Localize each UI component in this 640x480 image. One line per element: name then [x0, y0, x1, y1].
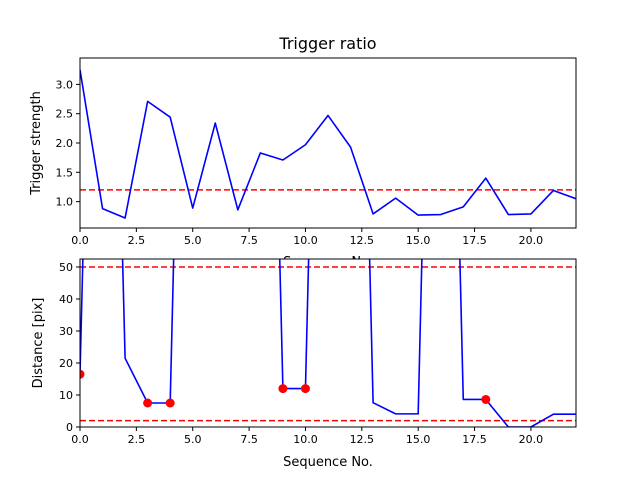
y-tick-label: 2.5 [56, 108, 74, 121]
x-tick-label: 2.5 [128, 433, 146, 446]
x-tick-label: 7.5 [240, 433, 258, 446]
axes-frame [79, 258, 577, 428]
axis-ticks: 0.0 2.5 5.0 7.5 10.0 12.5 15.0 17.5 20.0 1.0 1.5 2.… [56, 78, 544, 247]
x-tick-label: 17.5 [462, 234, 487, 247]
y-axis-label: Trigger strength [29, 91, 44, 196]
data-point-marker [143, 398, 153, 408]
data-point-marker [481, 394, 491, 404]
series-line [80, 69, 576, 219]
x-tick-label: 17.5 [462, 433, 487, 446]
panel-distance: 0.0 2.5 5.0 7.5 10.0 12.5 15.0 17.5 20.0 0 10 20 30 4… [31, 258, 577, 470]
x-tick-label: 12.5 [350, 234, 375, 247]
y-tick-label: 3.0 [56, 78, 74, 91]
y-tick-label: 40 [59, 293, 73, 306]
axes-background [80, 259, 576, 427]
x-tick-label: 10.0 [293, 234, 318, 247]
data-point-marker [80, 369, 85, 379]
axis-ticks: 0.0 2.5 5.0 7.5 10.0 12.5 15.0 17.5 20.0 0 10 20 30 4… [59, 261, 543, 446]
plot-area [80, 259, 576, 427]
y-tick-label: 1.0 [56, 196, 74, 209]
y-tick-label: 0 [66, 421, 73, 434]
x-tick-label: 5.0 [184, 234, 202, 247]
y-tick-label: 50 [59, 261, 73, 274]
x-tick-label: 10.0 [293, 433, 318, 446]
x-tick-label: 5.0 [184, 433, 202, 446]
y-tick-label: 1.5 [56, 166, 74, 179]
x-tick-label: 12.5 [350, 433, 375, 446]
x-tick-label: 2.5 [128, 234, 146, 247]
data-point-marker [300, 384, 310, 394]
data-point-marker [278, 384, 288, 394]
y-tick-label: 2.0 [56, 137, 74, 150]
y-tick-label: 20 [59, 357, 73, 370]
y-tick-label: 10 [59, 389, 73, 402]
x-axis-label: Sequence No. [283, 455, 373, 470]
x-tick-label: 15.0 [406, 234, 431, 247]
data-point-marker [165, 398, 175, 408]
chart-title: Trigger ratio [278, 34, 376, 53]
x-tick-label: 7.5 [240, 234, 258, 247]
x-tick-label: 0.0 [71, 234, 89, 247]
x-tick-label: 0.0 [71, 433, 89, 446]
x-tick-label: 20.0 [519, 433, 544, 446]
y-tick-label: 30 [59, 325, 73, 338]
axes-frame [79, 57, 577, 229]
panel-trigger-ratio: Trigger ratio 0.0 2.5 5.0 7.5 10.0 12.5 15.0 17… [29, 34, 577, 270]
y-axis-label: Distance [pix] [31, 298, 46, 389]
plot-area [80, 69, 576, 219]
series-line [80, 259, 576, 427]
x-tick-label: 15.0 [406, 433, 431, 446]
x-tick-label: 20.0 [519, 234, 544, 247]
